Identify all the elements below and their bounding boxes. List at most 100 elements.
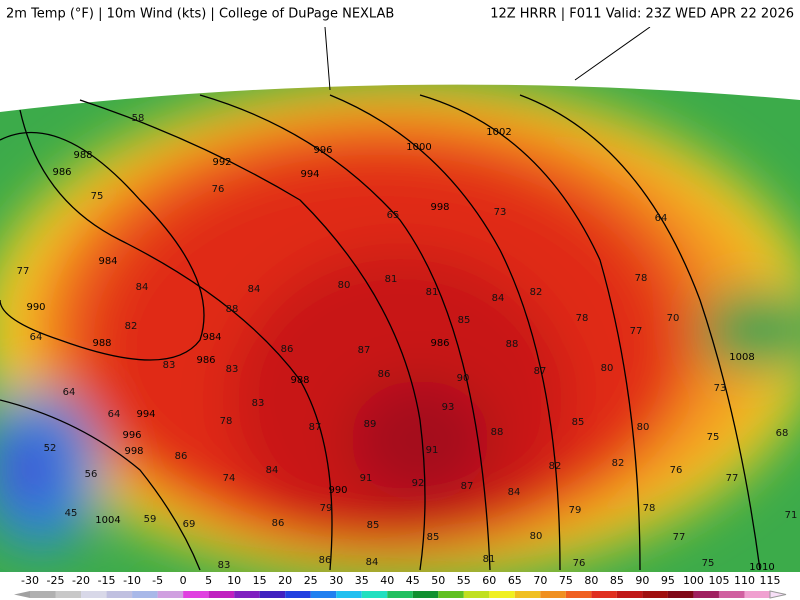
colorbar-tick-label: -20 xyxy=(72,574,90,587)
colorbar-segment xyxy=(183,591,209,598)
isobar-label: 998 xyxy=(124,446,143,457)
temperature-label: 79 xyxy=(320,503,333,514)
temperature-label: 91 xyxy=(360,473,373,484)
colorbar-segment xyxy=(106,591,133,598)
temperature-label: 52 xyxy=(44,443,57,454)
temperature-label: 91 xyxy=(426,445,439,456)
temperature-label: 74 xyxy=(223,473,236,484)
temperature-label: 84 xyxy=(136,282,149,293)
header-left: 2m Temp (°F) | 10m Wind (kts) | College … xyxy=(6,7,394,22)
colorbar-segment xyxy=(310,591,337,598)
colorbar-tick-label: 20 xyxy=(278,574,292,587)
colorbar-tick-label: 15 xyxy=(253,574,267,587)
isobar-label: 996 xyxy=(313,145,332,156)
temperature-label: 81 xyxy=(426,287,439,298)
isobar-label: 988 xyxy=(290,375,309,386)
colorbar-tick-label: -5 xyxy=(152,574,163,587)
colorbar-tick-label: 0 xyxy=(180,574,187,587)
temperature-label: 75 xyxy=(91,191,104,202)
temperature-label: 88 xyxy=(226,304,239,315)
colorbar-segment xyxy=(616,591,643,598)
colorbar-segment xyxy=(412,591,439,598)
colorbar-segment xyxy=(463,591,490,598)
temperature-label: 80 xyxy=(637,422,650,433)
colorbar-arrow-left xyxy=(14,591,30,598)
temperature-label: 76 xyxy=(212,184,225,195)
temperature-label: 88 xyxy=(491,427,504,438)
temperature-label: 73 xyxy=(494,207,507,218)
temperature-label: 84 xyxy=(492,293,505,304)
isobar-label: 1008 xyxy=(729,352,754,363)
colorbar-tick-label: 60 xyxy=(482,574,496,587)
colorbar-segment xyxy=(336,591,362,598)
temperature-label: 82 xyxy=(125,321,138,332)
colorbar-segment xyxy=(30,591,56,598)
temperature-label: 85 xyxy=(427,532,440,543)
temperature-label: 64 xyxy=(108,409,121,420)
temperature-label: 81 xyxy=(385,274,398,285)
temperature-label: 83 xyxy=(218,560,231,571)
colorbar-segment xyxy=(540,591,566,598)
colorbar-tick-label: 110 xyxy=(734,574,755,587)
colorbar-tick-label: 30 xyxy=(329,574,343,587)
colorbar-tick-label: 55 xyxy=(457,574,471,587)
temperature-label: 70 xyxy=(667,313,680,324)
temperature-label: 86 xyxy=(175,451,188,462)
temperature-label: 86 xyxy=(272,518,285,529)
temperature-label: 77 xyxy=(673,532,686,543)
colorbar-segment xyxy=(642,591,668,598)
colorbar-segment xyxy=(285,591,311,598)
colorbar-tick-label: 10 xyxy=(227,574,241,587)
isobar-label: 998 xyxy=(430,202,449,213)
colorbar-segment xyxy=(591,591,617,598)
temperature-label: 85 xyxy=(367,520,380,531)
colorbar-tick-label: -30 xyxy=(21,574,39,587)
temperature-label: 92 xyxy=(412,478,425,489)
colorbar-segment xyxy=(132,591,158,598)
colorbar-tick-label: 80 xyxy=(584,574,598,587)
temperature-label: 64 xyxy=(63,387,76,398)
temperature-label: 85 xyxy=(572,417,585,428)
temperature-label: 84 xyxy=(266,465,279,476)
colorbar-tick-label: 45 xyxy=(406,574,420,587)
colorbar-segment xyxy=(157,591,184,598)
colorbar-tick-label: 105 xyxy=(708,574,729,587)
isobar-label: 986 xyxy=(196,355,215,366)
no-data-area xyxy=(0,27,800,112)
temperature-label: 87 xyxy=(461,481,474,492)
colorbar-tick-label: -15 xyxy=(98,574,116,587)
temperature-label: 75 xyxy=(707,432,720,443)
colorbar-segment xyxy=(259,591,286,598)
isobars xyxy=(0,94,761,571)
colorbar-tick-label: 90 xyxy=(635,574,649,587)
temperature-label: 83 xyxy=(252,398,265,409)
colorbar-tick-label: 5 xyxy=(205,574,212,587)
colorbar-tick-label: 70 xyxy=(533,574,547,587)
temperature-label: 79 xyxy=(569,505,582,516)
temperature-label: 76 xyxy=(670,465,683,476)
temperature-label: 77 xyxy=(726,473,739,484)
temperature-label: 83 xyxy=(226,364,239,375)
temperature-label: 85 xyxy=(458,315,471,326)
temperature-label: 65 xyxy=(387,210,400,221)
colorbar-segment xyxy=(81,591,107,598)
colorbar-tick-label: 25 xyxy=(304,574,318,587)
isobar-label: 988 xyxy=(92,338,111,349)
temperature-label: 71 xyxy=(785,510,798,521)
temperature-label: 78 xyxy=(220,416,233,427)
colorbar-arrow-right xyxy=(769,590,787,599)
isobar-label: 996 xyxy=(122,430,141,441)
temperature-label: 84 xyxy=(508,487,521,498)
borders xyxy=(324,27,651,91)
temperature-label: 84 xyxy=(366,557,379,568)
isobar-label: 986 xyxy=(430,338,449,349)
temperature-label: 69 xyxy=(183,519,196,530)
temperature-label: 78 xyxy=(643,503,656,514)
colorbar-segment xyxy=(438,591,464,598)
colorbar-tick-label: 95 xyxy=(661,574,675,587)
isobar-label: 1004 xyxy=(95,515,120,526)
temperature-label: 77 xyxy=(630,326,643,337)
colorbar-segment xyxy=(718,591,745,598)
colorbar-segment xyxy=(565,591,592,598)
isobar-label: 990 xyxy=(26,302,45,313)
